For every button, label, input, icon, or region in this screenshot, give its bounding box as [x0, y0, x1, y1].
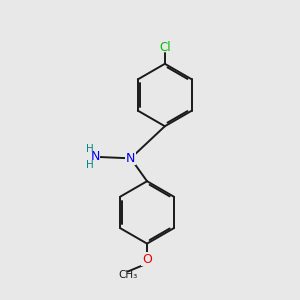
Text: Cl: Cl [159, 41, 171, 54]
Text: N: N [126, 152, 135, 165]
Text: CH₃: CH₃ [118, 269, 137, 280]
Text: H: H [86, 160, 94, 170]
Text: O: O [142, 253, 152, 266]
Text: H: H [86, 143, 94, 154]
Text: N: N [90, 150, 100, 163]
